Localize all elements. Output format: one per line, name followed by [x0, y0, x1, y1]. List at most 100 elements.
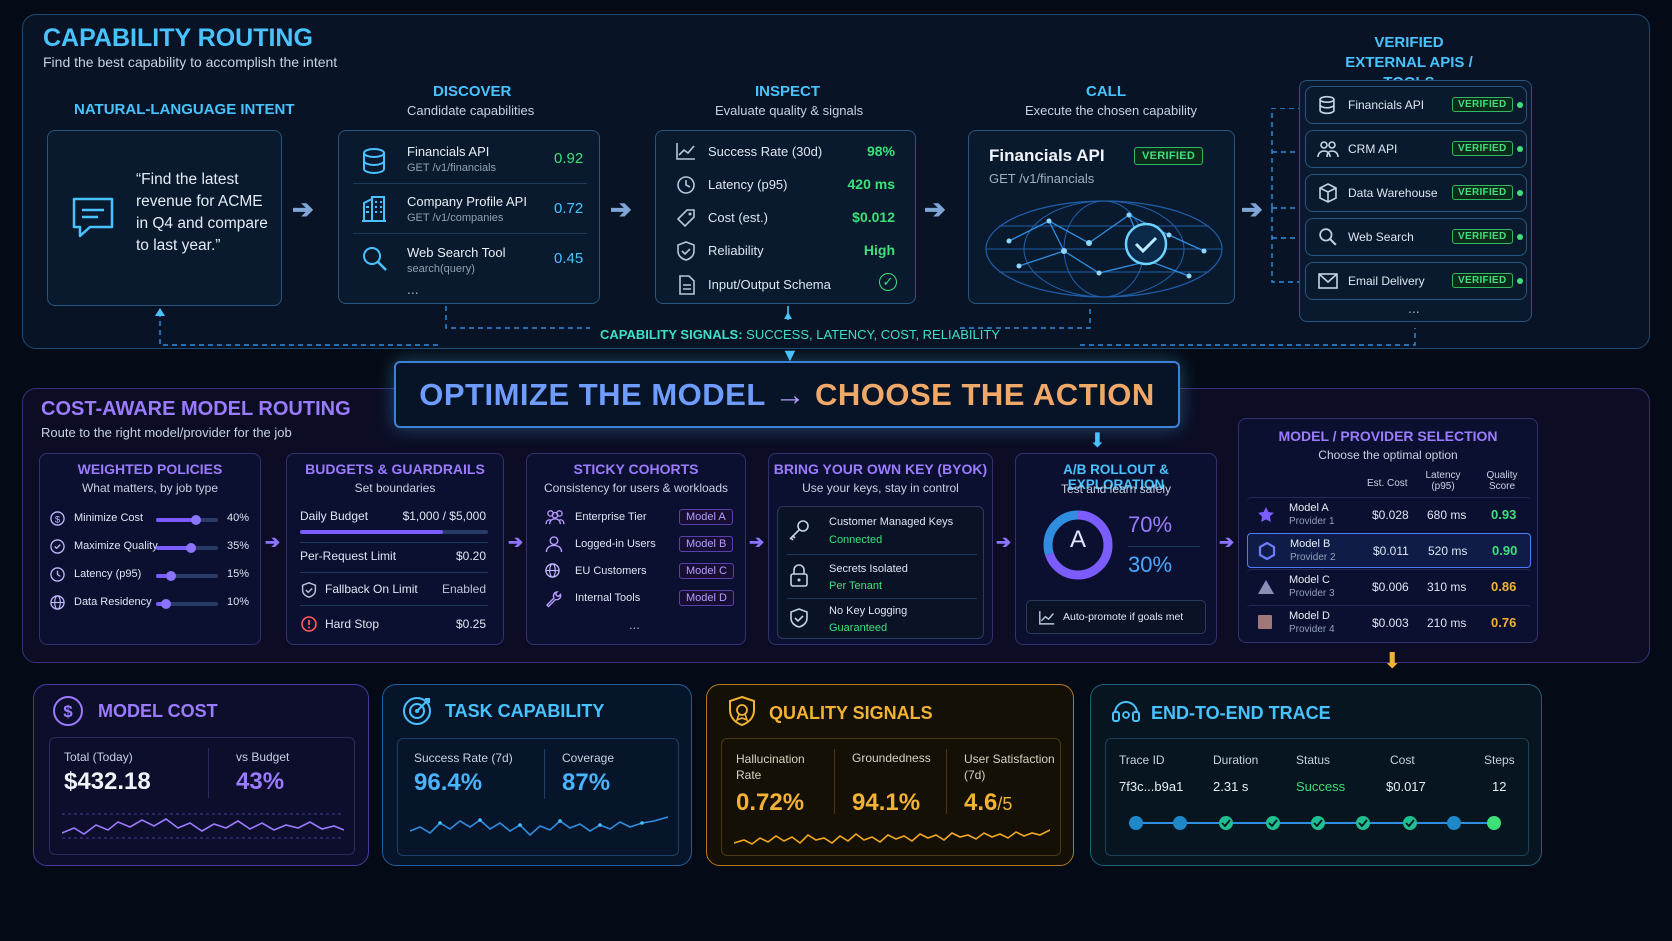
- discover-item[interactable]: Company Profile API GET /v1/companies 0.…: [339, 189, 599, 235]
- budget-item-value: Enabled: [441, 582, 486, 596]
- byok-item-status: Guaranteed: [829, 622, 888, 634]
- discover-item[interactable]: Financials API GET /v1/financials 0.92: [339, 139, 599, 185]
- halluc-label: Hallucination Rate: [736, 752, 805, 782]
- cohort-label: Logged-in Users: [575, 538, 656, 550]
- policy-slider-knob[interactable]: [191, 515, 201, 525]
- down-arrow: ⬇: [1089, 430, 1106, 452]
- trace-steps: 12: [1492, 779, 1507, 794]
- ab-split-donut: [1043, 510, 1113, 580]
- budget-item-value: $0.25: [455, 617, 486, 631]
- model-row[interactable]: Model B Provider 2 $0.011 520 ms 0.90: [1247, 533, 1531, 568]
- divider: [834, 749, 835, 814]
- cohort-row[interactable]: Internal Tools Model D: [527, 589, 745, 613]
- policy-row[interactable]: Data Residency 10%: [40, 593, 260, 617]
- trace-inner: Trace ID Duration Status Cost Steps 7f3c…: [1105, 738, 1529, 856]
- flow-arrow: ➔: [508, 532, 524, 552]
- lock-icon: [790, 564, 808, 587]
- discover-more: ...: [407, 281, 419, 297]
- inspect-label: Cost (est.): [708, 210, 768, 225]
- discover-card: Financials API GET /v1/financials 0.92 C…: [338, 130, 600, 304]
- external-item[interactable]: CRM API VERIFIED: [1305, 130, 1527, 168]
- verified-badge: VERIFIED: [1452, 229, 1513, 244]
- policy-slider-fill: [156, 515, 201, 525]
- capability-sparkline: [410, 816, 668, 837]
- model-cost-panel: $ MODEL COST Total (Today) $432.18 vs Bu…: [33, 684, 369, 866]
- policy-row[interactable]: $ Minimize Cost 40%: [40, 509, 260, 533]
- cohort-model-tag[interactable]: Model A: [679, 509, 733, 525]
- inspect-value: $0.012: [852, 209, 895, 225]
- optimize-banner: OPTIMIZE THE MODEL → CHOOSE THE ACTION: [394, 361, 1180, 428]
- policy-slider-knob[interactable]: [186, 543, 196, 553]
- divider: [787, 554, 977, 555]
- model-row[interactable]: Model C Provider 3 $0.006 310 ms 0.86: [1247, 569, 1531, 604]
- discover-item-path: GET /v1/financials: [407, 162, 497, 174]
- budget-label: vs Budget: [236, 750, 290, 764]
- task-capability-title: TASK CAPABILITY: [445, 701, 605, 721]
- policy-row[interactable]: Latency (p95) 15%: [40, 565, 260, 589]
- byok-card: BRING YOUR OWN KEY (BYOK) Use your keys,…: [768, 453, 993, 645]
- daily-budget-value: $1,000 / $5,000: [402, 509, 486, 523]
- daily-budget-label: Daily Budget: [300, 509, 369, 523]
- policy-row[interactable]: Maximize Quality 35%: [40, 537, 260, 561]
- col-header: Est. Cost: [1367, 478, 1408, 489]
- byok-item-status: Connected: [829, 534, 883, 546]
- model-row[interactable]: Model A Provider 1 $0.028 680 ms 0.93: [1247, 497, 1531, 532]
- cohort-label: Internal Tools: [575, 592, 641, 604]
- quality-title: QUALITY SIGNALS: [769, 703, 933, 723]
- success-label: Success Rate (7d): [414, 751, 513, 765]
- banner-right: CHOOSE THE ACTION: [814, 377, 1155, 412]
- cohort-model-tag[interactable]: Model D: [679, 590, 734, 606]
- auto-promote-label: Auto-promote if goals met: [1063, 611, 1184, 623]
- external-item[interactable]: Financials API VERIFIED: [1305, 86, 1527, 124]
- trace-cost: $0.017: [1386, 779, 1426, 794]
- col-header: Quality Score: [1486, 470, 1518, 492]
- divider: [300, 572, 488, 573]
- call-card[interactable]: Financials API VERIFIED GET /v1/financia…: [968, 130, 1235, 304]
- cost-routing-subtitle: Route to the right model/provider for th…: [41, 425, 292, 440]
- discover-item[interactable]: Web Search Tool search(query) 0.45: [339, 239, 599, 285]
- model-score: 0.93: [1491, 507, 1517, 522]
- budgets-card: BUDGETS & GUARDRAILS Set boundaries Dail…: [286, 453, 504, 645]
- budget-value: 43%: [236, 768, 285, 795]
- clock-icon: [50, 567, 65, 587]
- verified-badge: VERIFIED: [1452, 273, 1513, 288]
- database-icon: [1319, 95, 1335, 115]
- external-item-name: Financials API: [1348, 98, 1425, 112]
- policy-slider-track[interactable]: [156, 602, 218, 606]
- divider: [787, 598, 977, 599]
- cohort-row[interactable]: EU Customers Model C: [527, 562, 745, 586]
- auto-promote-box[interactable]: Auto-promote if goals met: [1026, 600, 1206, 634]
- divider: [1128, 546, 1200, 547]
- inspect-label: Success Rate (30d): [708, 144, 823, 159]
- cohort-row[interactable]: Logged-in Users Model B: [527, 535, 745, 559]
- cohort-model-tag[interactable]: Model B: [679, 536, 734, 552]
- trace-header: Trace ID: [1119, 753, 1165, 767]
- clock-icon: [677, 176, 695, 194]
- cohort-label: EU Customers: [575, 565, 647, 577]
- col-header: Latency (p95): [1425, 470, 1461, 492]
- flow-arrow: ➔: [996, 532, 1012, 552]
- policy-slider-knob[interactable]: [166, 571, 176, 581]
- coverage-label: Coverage: [562, 751, 615, 765]
- byok-item-label: Customer Managed Keys: [829, 516, 954, 528]
- external-item[interactable]: Data Warehouse VERIFIED: [1305, 174, 1527, 212]
- cohort-row[interactable]: Enterprise Tier Model A: [527, 508, 745, 532]
- discover-item-name: Web Search Tool: [407, 245, 506, 260]
- trace-id[interactable]: 7f3c...b9a1: [1119, 779, 1184, 794]
- flow-arrow: ➔: [292, 194, 314, 224]
- cohort-model-tag[interactable]: Model C: [679, 563, 734, 579]
- model-row[interactable]: Model D Provider 4 $0.003 210 ms 0.76: [1247, 605, 1531, 640]
- wrench-icon: [545, 590, 563, 613]
- model-cost: $0.003: [1372, 616, 1409, 630]
- policy-slider-fill: [156, 571, 176, 581]
- building-icon: [362, 196, 386, 222]
- budgets-title: BUDGETS & GUARDRAILS: [305, 461, 485, 477]
- inspect-card: Success Rate (30d) 98% Latency (p95) 420…: [655, 130, 916, 304]
- policy-slider-track[interactable]: [156, 574, 218, 578]
- external-item[interactable]: Email Delivery VERIFIED: [1305, 262, 1527, 300]
- external-item[interactable]: Web Search VERIFIED: [1305, 218, 1527, 256]
- policy-slider-knob[interactable]: [161, 599, 171, 609]
- sat-label: User Satisfaction (7d): [964, 752, 1055, 782]
- badge-icon: [50, 539, 65, 559]
- divider: [353, 183, 587, 184]
